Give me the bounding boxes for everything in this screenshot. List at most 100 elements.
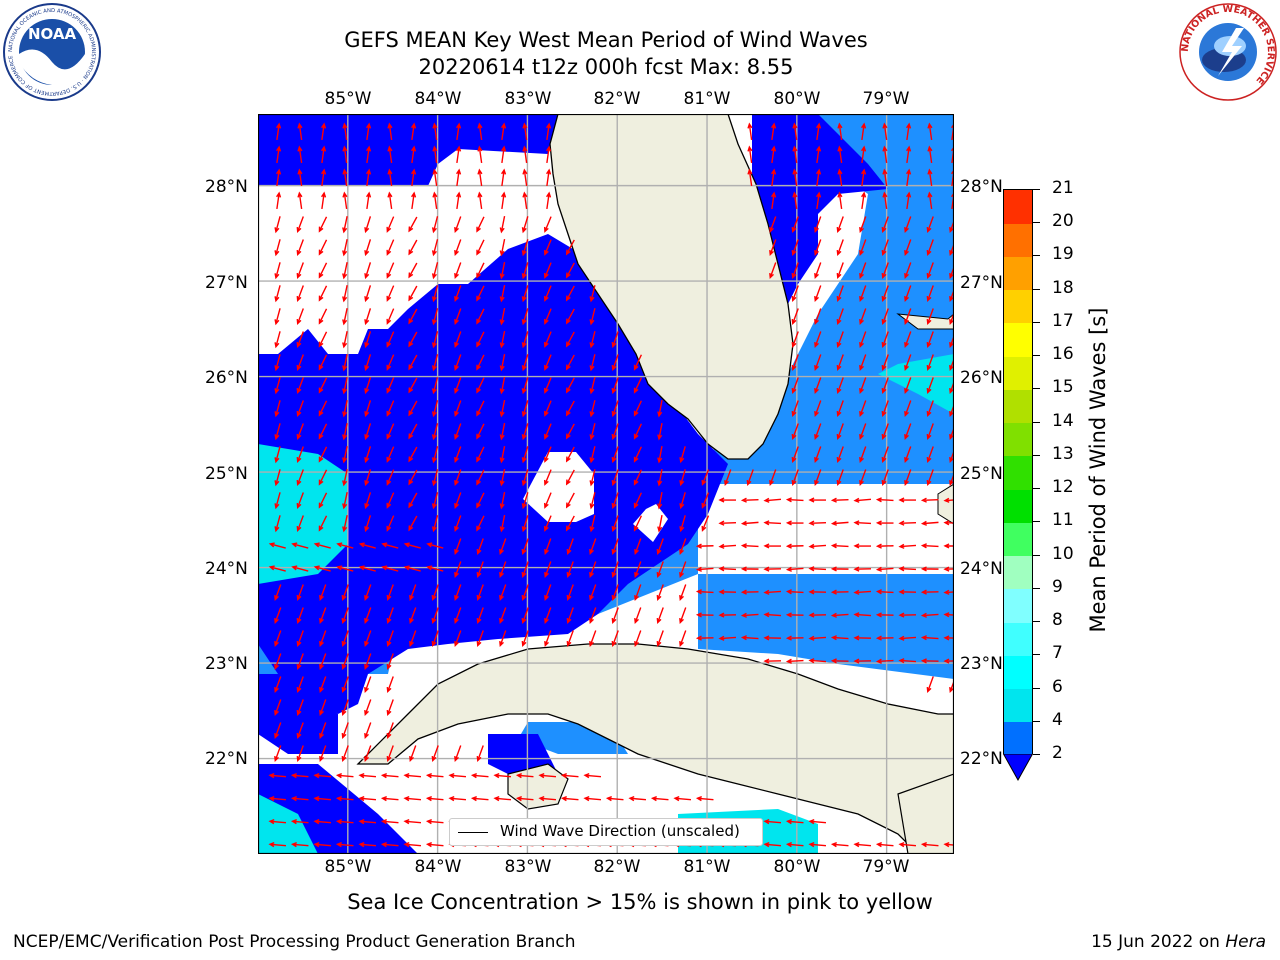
wave-direction-arrow — [836, 331, 844, 349]
wave-direction-arrow — [476, 745, 484, 763]
wave-direction-arrow — [633, 400, 643, 417]
wave-direction-arrow — [695, 543, 714, 549]
colorbar-segment — [1004, 655, 1032, 690]
wave-direction-arrow — [633, 423, 643, 440]
wave-direction-arrow — [611, 446, 619, 464]
wave-direction-arrow — [274, 377, 281, 395]
wave-direction-arrow — [695, 589, 714, 595]
wave-direction-arrow — [808, 612, 827, 618]
wave-direction-arrow — [319, 676, 327, 694]
wave-direction-arrow — [366, 168, 372, 187]
lon-label-bottom-83w: 83°W — [504, 857, 552, 877]
wave-direction-arrow — [342, 168, 348, 187]
wave-direction-arrow — [746, 469, 754, 487]
wave-direction-arrow — [318, 354, 328, 371]
wave-direction-arrow — [633, 492, 643, 509]
wave-direction-arrow — [920, 589, 939, 595]
wave-direction-arrow — [521, 285, 529, 303]
wave-direction-arrow — [904, 446, 912, 464]
wave-direction-arrow — [565, 285, 575, 302]
wave-direction-arrow — [589, 377, 596, 395]
wave-direction-arrow — [358, 773, 377, 779]
wave-direction-arrow — [904, 331, 912, 349]
wave-direction-arrow — [290, 842, 309, 848]
wave-direction-arrow — [589, 285, 596, 303]
wave-direction-arrow — [679, 584, 687, 602]
wave-direction-arrow — [318, 331, 328, 348]
wave-direction-arrow — [318, 400, 328, 417]
wave-direction-arrow — [386, 262, 395, 279]
wave-direction-arrow — [274, 423, 281, 441]
wave-direction-arrow — [366, 191, 372, 210]
wave-direction-arrow — [318, 216, 328, 233]
wave-direction-arrow — [791, 423, 799, 441]
wave-direction-arrow — [364, 584, 372, 602]
colorbar-tick-label: 14 — [1052, 410, 1074, 431]
wave-direction-arrow — [881, 262, 889, 280]
colorbar-tick-label: 9 — [1052, 576, 1063, 597]
wave-direction-arrow — [521, 538, 529, 556]
wave-direction-arrow — [387, 168, 393, 187]
wave-direction-arrow — [364, 400, 372, 418]
wave-direction-arrow — [898, 612, 917, 618]
wave-direction-arrow — [926, 331, 934, 349]
wave-direction-arrow — [364, 216, 372, 234]
wave-direction-arrow — [274, 515, 281, 533]
wave-direction-arrow — [566, 538, 574, 556]
wave-direction-arrow — [589, 308, 596, 326]
wave-direction-arrow — [268, 842, 287, 848]
wave-direction-arrow — [296, 216, 304, 233]
wave-period-map — [257, 113, 955, 855]
wave-direction-arrow — [920, 842, 939, 848]
wave-direction-arrow — [431, 400, 439, 418]
colorbar-tick-label: 12 — [1052, 477, 1074, 498]
wave-direction-arrow — [926, 216, 934, 234]
wave-direction-arrow — [679, 469, 686, 487]
wave-direction-arrow — [859, 423, 867, 441]
wave-direction-arrow — [881, 423, 889, 441]
wave-direction-arrow — [268, 796, 287, 802]
wave-direction-arrow — [566, 630, 574, 648]
wave-direction-arrow — [342, 423, 348, 441]
wave-direction-arrow — [268, 542, 286, 549]
wave-direction-arrow — [808, 658, 827, 664]
wave-direction-arrow — [920, 566, 939, 572]
wave-direction-arrow — [633, 354, 643, 371]
wave-direction-arrow — [342, 145, 348, 164]
colorbar-tick-label: 17 — [1052, 310, 1074, 331]
wave-direction-arrow — [881, 469, 889, 487]
wave-direction-arrow — [611, 377, 619, 395]
wave-direction-arrow — [898, 520, 917, 526]
wave-direction-arrow — [448, 796, 467, 802]
wave-direction-arrow — [814, 423, 822, 441]
wave-direction-arrow — [454, 561, 462, 579]
wave-direction-arrow — [926, 469, 934, 487]
wave-direction-arrow — [565, 400, 575, 417]
lon-label-top-81w: 81°W — [683, 89, 731, 109]
wave-direction-arrow — [836, 239, 844, 257]
wave-direction-arrow — [408, 515, 418, 532]
wave-direction-arrow — [565, 239, 575, 256]
colorbar-tick-label: 7 — [1052, 643, 1063, 664]
lat-label-right-27n: 27°N — [960, 273, 1003, 293]
wave-direction-arrow — [454, 285, 462, 303]
wave-direction-arrow — [808, 635, 827, 641]
wave-direction-arrow — [426, 565, 444, 572]
wave-direction-arrow — [881, 239, 889, 257]
wave-direction-arrow — [274, 722, 282, 740]
wave-direction-arrow — [364, 699, 372, 717]
wave-direction-arrow — [791, 285, 799, 303]
wave-direction-arrow — [381, 565, 399, 572]
wave-direction-arrow — [364, 515, 372, 533]
wave-direction-arrow — [476, 584, 484, 602]
wave-direction-arrow — [521, 239, 529, 257]
wave-direction-arrow — [454, 584, 462, 602]
wave-direction-arrow — [386, 354, 395, 371]
lat-label-right-22n: 22°N — [960, 749, 1003, 769]
wave-direction-arrow — [296, 262, 304, 279]
wave-direction-arrow — [589, 561, 597, 579]
footer-date-text: 15 Jun 2022 on — [1091, 932, 1226, 952]
lon-label-top-85w: 85°W — [324, 89, 372, 109]
wave-direction-arrow — [538, 773, 557, 779]
lat-label-right-26n: 26°N — [960, 368, 1003, 388]
